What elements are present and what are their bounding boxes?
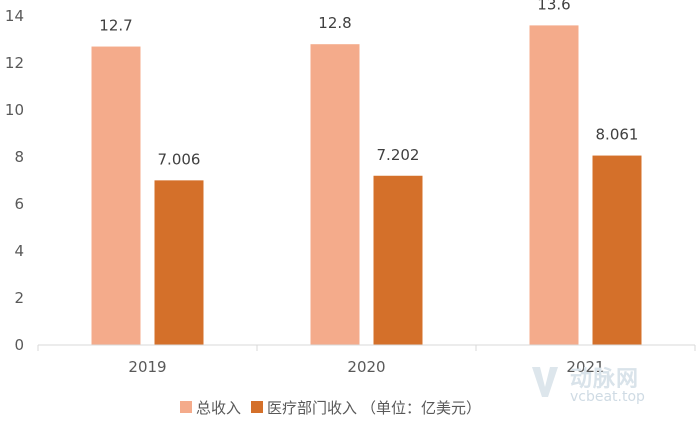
y-axis-ticks: 0 2 4 6 8 10 12 14 xyxy=(5,7,24,354)
bar-total xyxy=(310,44,360,345)
bar-medical xyxy=(154,180,204,345)
bars: 12.7 7.006 12.8 7.202 13.6 8.061 xyxy=(91,0,642,346)
y-tick-label: 10 xyxy=(5,101,24,119)
legend-item-medical: 医疗部门收入 （单位：亿美元） xyxy=(251,397,481,418)
legend-swatch-medical xyxy=(251,401,264,413)
y-tick-label: 6 xyxy=(14,195,24,213)
y-tick-label: 2 xyxy=(14,289,24,307)
x-tick-label: 2020 xyxy=(347,358,385,376)
x-tick-label: 2019 xyxy=(128,358,166,376)
y-tick-label: 4 xyxy=(14,242,24,260)
bar-medical xyxy=(592,155,642,345)
data-label-medical: 7.202 xyxy=(377,146,420,164)
data-label-medical: 7.006 xyxy=(158,150,201,168)
watermark-logo-icon xyxy=(532,367,558,397)
legend: 总收入 医疗部门收入 （单位：亿美元） xyxy=(180,397,481,417)
y-tick-label: 14 xyxy=(5,7,24,25)
watermark-url: vcbeat.top xyxy=(570,389,645,405)
data-label-total: 12.7 xyxy=(99,17,132,35)
x-axis: 2019 2020 2021 xyxy=(37,344,696,376)
data-label-total: 13.6 xyxy=(537,0,570,13)
data-label-total: 12.8 xyxy=(318,14,351,32)
legend-unit: （单位：亿美元） xyxy=(361,398,482,417)
bar-total xyxy=(529,25,579,346)
y-tick-label: 8 xyxy=(14,148,24,166)
legend-label-total: 总收入 xyxy=(196,398,242,417)
legend-label-medical: 医疗部门收入 xyxy=(267,398,358,417)
x-tick-label: 2021 xyxy=(566,358,604,376)
y-tick-label: 0 xyxy=(14,336,24,354)
watermark: 动脉网 vcbeat.top xyxy=(530,361,690,411)
watermark-name: 动脉网 xyxy=(570,367,640,392)
bar-total xyxy=(91,46,141,346)
y-tick-label: 12 xyxy=(5,54,24,72)
bar-medical xyxy=(373,175,423,345)
data-label-medical: 8.061 xyxy=(596,126,639,144)
legend-item-total: 总收入 xyxy=(180,397,241,418)
legend-swatch-total xyxy=(180,401,192,413)
